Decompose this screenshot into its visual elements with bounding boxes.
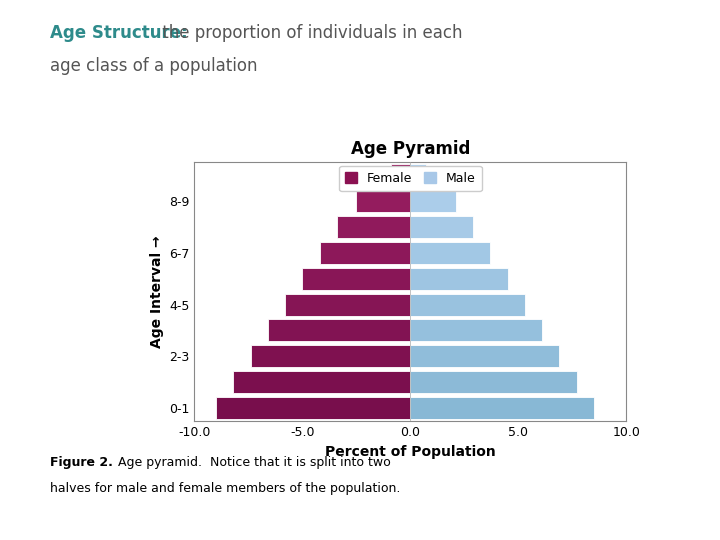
Text: the proportion of individuals in each: the proportion of individuals in each (157, 24, 462, 42)
Text: Figure 2.: Figure 2. (50, 456, 113, 469)
Bar (233, 372, 410, 393)
Bar (410, 372, 577, 393)
Bar (410, 346, 559, 367)
Bar (337, 216, 410, 238)
Text: halves for male and female members of the population.: halves for male and female members of th… (50, 482, 401, 495)
Bar (410, 397, 594, 419)
Bar (320, 242, 410, 264)
X-axis label: Percent of Population: Percent of Population (325, 444, 496, 458)
Text: Age Structure:: Age Structure: (50, 24, 188, 42)
Bar (356, 190, 410, 212)
Bar (302, 268, 410, 289)
Legend: Female, Male: Female, Male (339, 166, 482, 191)
Bar (268, 320, 410, 341)
Bar (410, 242, 490, 264)
Bar (410, 268, 508, 289)
Bar (410, 190, 456, 212)
Bar (410, 164, 426, 186)
Bar (285, 294, 410, 315)
Text: Age pyramid.  Notice that it is split into two: Age pyramid. Notice that it is split int… (110, 456, 391, 469)
Bar (391, 164, 410, 186)
Bar (216, 397, 410, 419)
Bar (410, 216, 473, 238)
Text: age class of a population: age class of a population (50, 57, 258, 75)
Bar (410, 320, 542, 341)
Bar (410, 294, 525, 315)
Title: Age Pyramid: Age Pyramid (351, 140, 470, 158)
Y-axis label: Age Interval →: Age Interval → (150, 235, 163, 348)
Bar (251, 346, 410, 367)
